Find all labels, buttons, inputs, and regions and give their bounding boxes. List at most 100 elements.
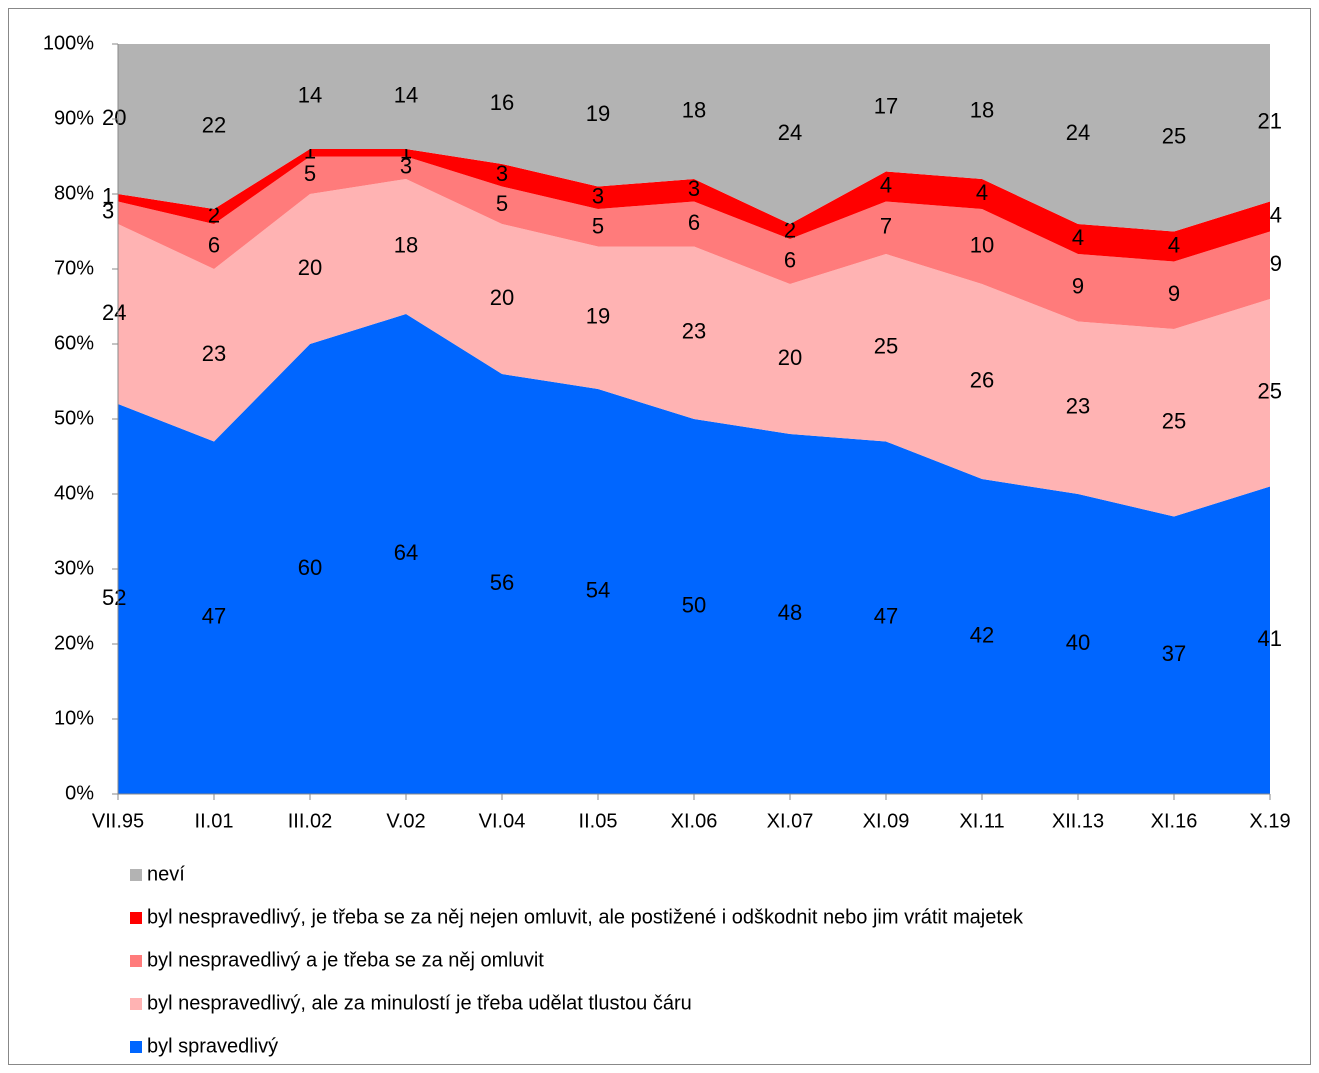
x-tick-label: II.05 [579, 810, 618, 832]
y-tick-label: 60% [54, 332, 94, 354]
data-label: 18 [970, 97, 994, 122]
data-label: 47 [202, 604, 226, 629]
data-label: 48 [778, 600, 802, 625]
data-label: 2 [784, 217, 796, 242]
data-label: 19 [586, 101, 610, 126]
data-label: 23 [202, 341, 226, 366]
data-label: 14 [394, 82, 418, 107]
data-label: 56 [490, 570, 514, 595]
data-label: 52 [102, 585, 126, 610]
data-label: 3 [400, 154, 412, 179]
data-label: 64 [394, 540, 418, 565]
legend-swatch [130, 1041, 142, 1053]
data-label: 18 [394, 232, 418, 257]
x-tick-label: XI.11 [959, 810, 1004, 832]
y-tick-label: 70% [54, 257, 94, 279]
legend-label: byl nespravedlivý a je třeba se za něj o… [147, 949, 544, 971]
data-label: 4 [976, 180, 988, 205]
y-tick-label: 50% [54, 407, 94, 429]
data-label: 10 [970, 232, 994, 257]
x-tick-label: XI.16 [1151, 810, 1198, 832]
data-label: 22 [202, 112, 226, 137]
data-label: 47 [874, 604, 898, 629]
data-label: 9 [1168, 281, 1180, 306]
legend-swatch [130, 998, 142, 1010]
x-tick-label: V.02 [386, 810, 425, 832]
data-label: 4 [1168, 232, 1180, 257]
data-label: 18 [682, 97, 706, 122]
data-label: 25 [874, 334, 898, 359]
area [118, 44, 1270, 232]
legend-swatch [130, 869, 142, 881]
data-label: 50 [682, 592, 706, 617]
data-label: 4 [1072, 225, 1084, 250]
y-tick-label: 80% [54, 182, 94, 204]
data-label: 20 [102, 105, 126, 130]
x-tick-label: XI.09 [863, 810, 910, 832]
x-tick-label: VII.95 [92, 810, 144, 832]
data-label: 25 [1162, 124, 1186, 149]
data-label: 9 [1270, 251, 1282, 276]
y-tick-label: 30% [54, 557, 94, 579]
y-tick-label: 90% [54, 107, 94, 129]
data-label: 2 [208, 202, 220, 227]
y-tick-label: 20% [54, 632, 94, 654]
data-label: 37 [1162, 641, 1186, 666]
legend-label: byl spravedlivý [147, 1035, 278, 1057]
data-label: 4 [1270, 202, 1282, 227]
data-label: 25 [1258, 379, 1282, 404]
data-label: 1 [102, 184, 114, 209]
data-label: 3 [102, 199, 114, 224]
data-label: 24 [1066, 120, 1090, 145]
data-label: 60 [298, 555, 322, 580]
data-label: 24 [778, 120, 802, 145]
data-label: 20 [778, 345, 802, 370]
data-label: 5 [304, 161, 316, 186]
legend-label: byl nespravedlivý, je třeba se za něj ne… [147, 906, 1024, 928]
x-tick-label: III.02 [288, 810, 332, 832]
data-label: 17 [874, 94, 898, 119]
x-tick-label: XII.13 [1052, 810, 1104, 832]
data-label: 25 [1162, 409, 1186, 434]
y-tick-label: 40% [54, 482, 94, 504]
x-tick-label: VI.04 [479, 810, 526, 832]
data-label: 41 [1258, 626, 1282, 651]
data-label: 21 [1258, 109, 1282, 134]
y-tick-label: 10% [54, 707, 94, 729]
x-tick-label: XI.07 [767, 810, 814, 832]
data-label: 20 [298, 255, 322, 280]
data-label: 5 [592, 214, 604, 239]
data-label: 23 [682, 319, 706, 344]
area [118, 149, 1270, 262]
x-tick-label: II.01 [195, 810, 234, 832]
data-label: 7 [880, 214, 892, 239]
area [118, 314, 1270, 794]
data-label: 24 [102, 300, 126, 325]
data-label: 9 [1072, 274, 1084, 299]
legend-swatch [130, 955, 142, 967]
x-tick-label: X.19 [1249, 810, 1290, 832]
data-label: 26 [970, 367, 994, 392]
y-tick-label: 0% [65, 782, 94, 804]
data-label: 4 [880, 172, 892, 197]
x-tick-label: XI.06 [671, 810, 718, 832]
data-label: 40 [1066, 630, 1090, 655]
data-label: 19 [586, 304, 610, 329]
data-label: 14 [298, 82, 322, 107]
data-label: 5 [496, 191, 508, 216]
data-label: 20 [490, 285, 514, 310]
data-label: 3 [688, 176, 700, 201]
data-label: 54 [586, 577, 610, 602]
data-label: 3 [592, 184, 604, 209]
legend-swatch [130, 912, 142, 924]
area [118, 156, 1270, 329]
legend-label: neví [147, 863, 185, 885]
legend-label: byl nespravedlivý, ale za minulostí je t… [147, 992, 692, 1014]
data-label: 3 [496, 161, 508, 186]
data-label: 6 [688, 210, 700, 235]
y-tick-label: 100% [43, 32, 94, 54]
data-label: 16 [490, 90, 514, 115]
area [118, 179, 1270, 517]
data-label: 42 [970, 622, 994, 647]
